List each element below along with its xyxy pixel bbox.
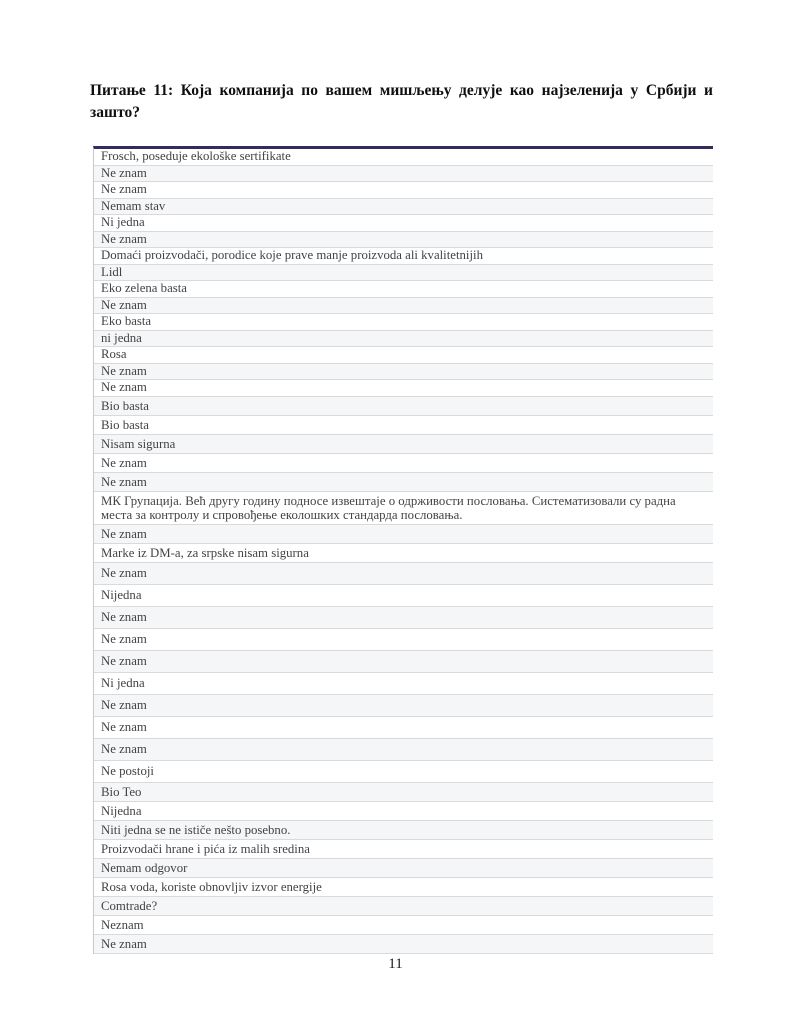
table-row: Bio Teo: [94, 782, 713, 802]
table-row: Neznam: [94, 915, 713, 935]
table-row: Ne znam: [94, 182, 713, 199]
table-row: Ne znam: [94, 524, 713, 544]
table-row: Rosa: [94, 347, 713, 364]
table-row: Bio basta: [94, 415, 713, 435]
response-cell: Ne znam: [101, 380, 147, 394]
responses-table: Frosch, poseduje ekološke sertifikate Ne …: [93, 146, 713, 954]
response-cell: Ni jedna: [101, 215, 145, 229]
table-row: Eko basta: [94, 314, 713, 331]
table-row: Ni jedna: [94, 215, 713, 232]
table-row: Lidl: [94, 264, 713, 281]
response-cell: Ne znam: [101, 363, 147, 378]
table-row: Marke iz DM-a, za srpske nisam sigurna: [94, 543, 713, 563]
response-cell: Lidl: [101, 264, 123, 279]
response-cell: Rosa voda, koriste obnovljiv izvor energ…: [101, 879, 322, 894]
table-row: Ne znam: [94, 453, 713, 473]
response-cell: Ne znam: [101, 297, 147, 312]
table-row: ni jedna: [94, 330, 713, 347]
response-cell: Bio basta: [101, 398, 149, 413]
table-row: Ne znam: [94, 562, 713, 585]
response-cell: МК Групација. Већ другу годину подносе и…: [101, 493, 676, 522]
table-row: Ne postoji: [94, 760, 713, 783]
response-cell: Domaći proizvodači, porodice koje prave …: [101, 248, 483, 262]
response-cell: Nemam stav: [101, 198, 166, 213]
response-cell: Comtrade?: [101, 898, 158, 913]
response-cell: Neznam: [101, 917, 144, 932]
table-row: Domaći proizvodači, porodice koje prave …: [94, 248, 713, 265]
response-cell: Ne znam: [101, 631, 147, 646]
response-cell: Eko zelena basta: [101, 281, 187, 295]
response-cell: Nijedna: [101, 803, 142, 818]
response-cell: Ne znam: [101, 526, 147, 541]
page-number: 11: [388, 956, 403, 972]
response-cell: Ne znam: [101, 231, 147, 246]
table-row: Proizvodači hrane i pića iz malih sredin…: [94, 839, 713, 859]
table-row: Nemam stav: [94, 198, 713, 215]
table-row: Bio basta: [94, 396, 713, 416]
table-row: Ne znam: [94, 606, 713, 629]
response-cell: Rosa: [101, 347, 127, 361]
response-cell: Eko basta: [101, 314, 152, 328]
table-row: Ne znam: [94, 716, 713, 739]
response-cell: Marke iz DM-a, za srpske nisam sigurna: [101, 545, 309, 560]
response-cell: Niti jedna se ne ističe nešto posebno.: [101, 822, 291, 837]
response-cell: Ne postoji: [101, 763, 154, 778]
table-row: Frosch, poseduje ekološke sertifikate: [94, 149, 713, 166]
response-cell: Ne znam: [101, 165, 147, 180]
response-cell: ni jedna: [101, 330, 142, 345]
response-cell: Ne znam: [101, 609, 147, 624]
response-cell: Nijedna: [101, 587, 142, 602]
table-row: Ne znam: [94, 363, 713, 380]
response-cell: Ne znam: [101, 653, 147, 668]
table-row: Niti jedna se ne ističe nešto posebno.: [94, 820, 713, 840]
table-row: Ni jedna: [94, 672, 713, 695]
response-cell: Bio basta: [101, 417, 149, 432]
response-cell: Nemam odgovor: [101, 860, 188, 875]
response-cell: Proizvodači hrane i pića iz malih sredin…: [101, 841, 310, 856]
table-row: Ne znam: [94, 380, 713, 397]
table-row: Nijedna: [94, 584, 713, 607]
table-row: Ne znam: [94, 297, 713, 314]
table-row: Nemam odgovor: [94, 858, 713, 878]
response-cell: Ne znam: [101, 565, 147, 580]
response-cell: Ne znam: [101, 455, 147, 470]
table-row: Ne znam: [94, 472, 713, 492]
table-row: Ne znam: [94, 694, 713, 717]
table-row: Eko zelena basta: [94, 281, 713, 298]
response-cell: Frosch, poseduje ekološke sertifikate: [101, 149, 291, 163]
response-cell: Nisam sigurna: [101, 436, 176, 451]
table-row: МК Групација. Већ другу годину подносе и…: [94, 491, 713, 525]
table-row: Rosa voda, koriste obnovljiv izvor energ…: [94, 877, 713, 897]
table-row: Ne znam: [94, 628, 713, 651]
table-row: Ne znam: [94, 934, 713, 954]
table-row: Ne znam: [94, 165, 713, 182]
response-cell: Bio Teo: [101, 784, 142, 799]
response-cell: Ni jedna: [101, 675, 145, 690]
response-cell: Ne znam: [101, 741, 147, 756]
response-cell: Ne znam: [101, 697, 147, 712]
table-row: Nisam sigurna: [94, 434, 713, 454]
table-row: Ne znam: [94, 738, 713, 761]
response-cell: Ne znam: [101, 474, 147, 489]
table-row: Comtrade?: [94, 896, 713, 916]
table-row: Ne znam: [94, 650, 713, 673]
response-cell: Ne znam: [101, 936, 147, 951]
question-title: Питање 11: Која компанија по вашем мишље…: [90, 82, 713, 121]
table-row: Ne znam: [94, 231, 713, 248]
response-cell: Ne znam: [101, 719, 147, 734]
response-cell: Ne znam: [101, 182, 147, 196]
table-row: Nijedna: [94, 801, 713, 821]
